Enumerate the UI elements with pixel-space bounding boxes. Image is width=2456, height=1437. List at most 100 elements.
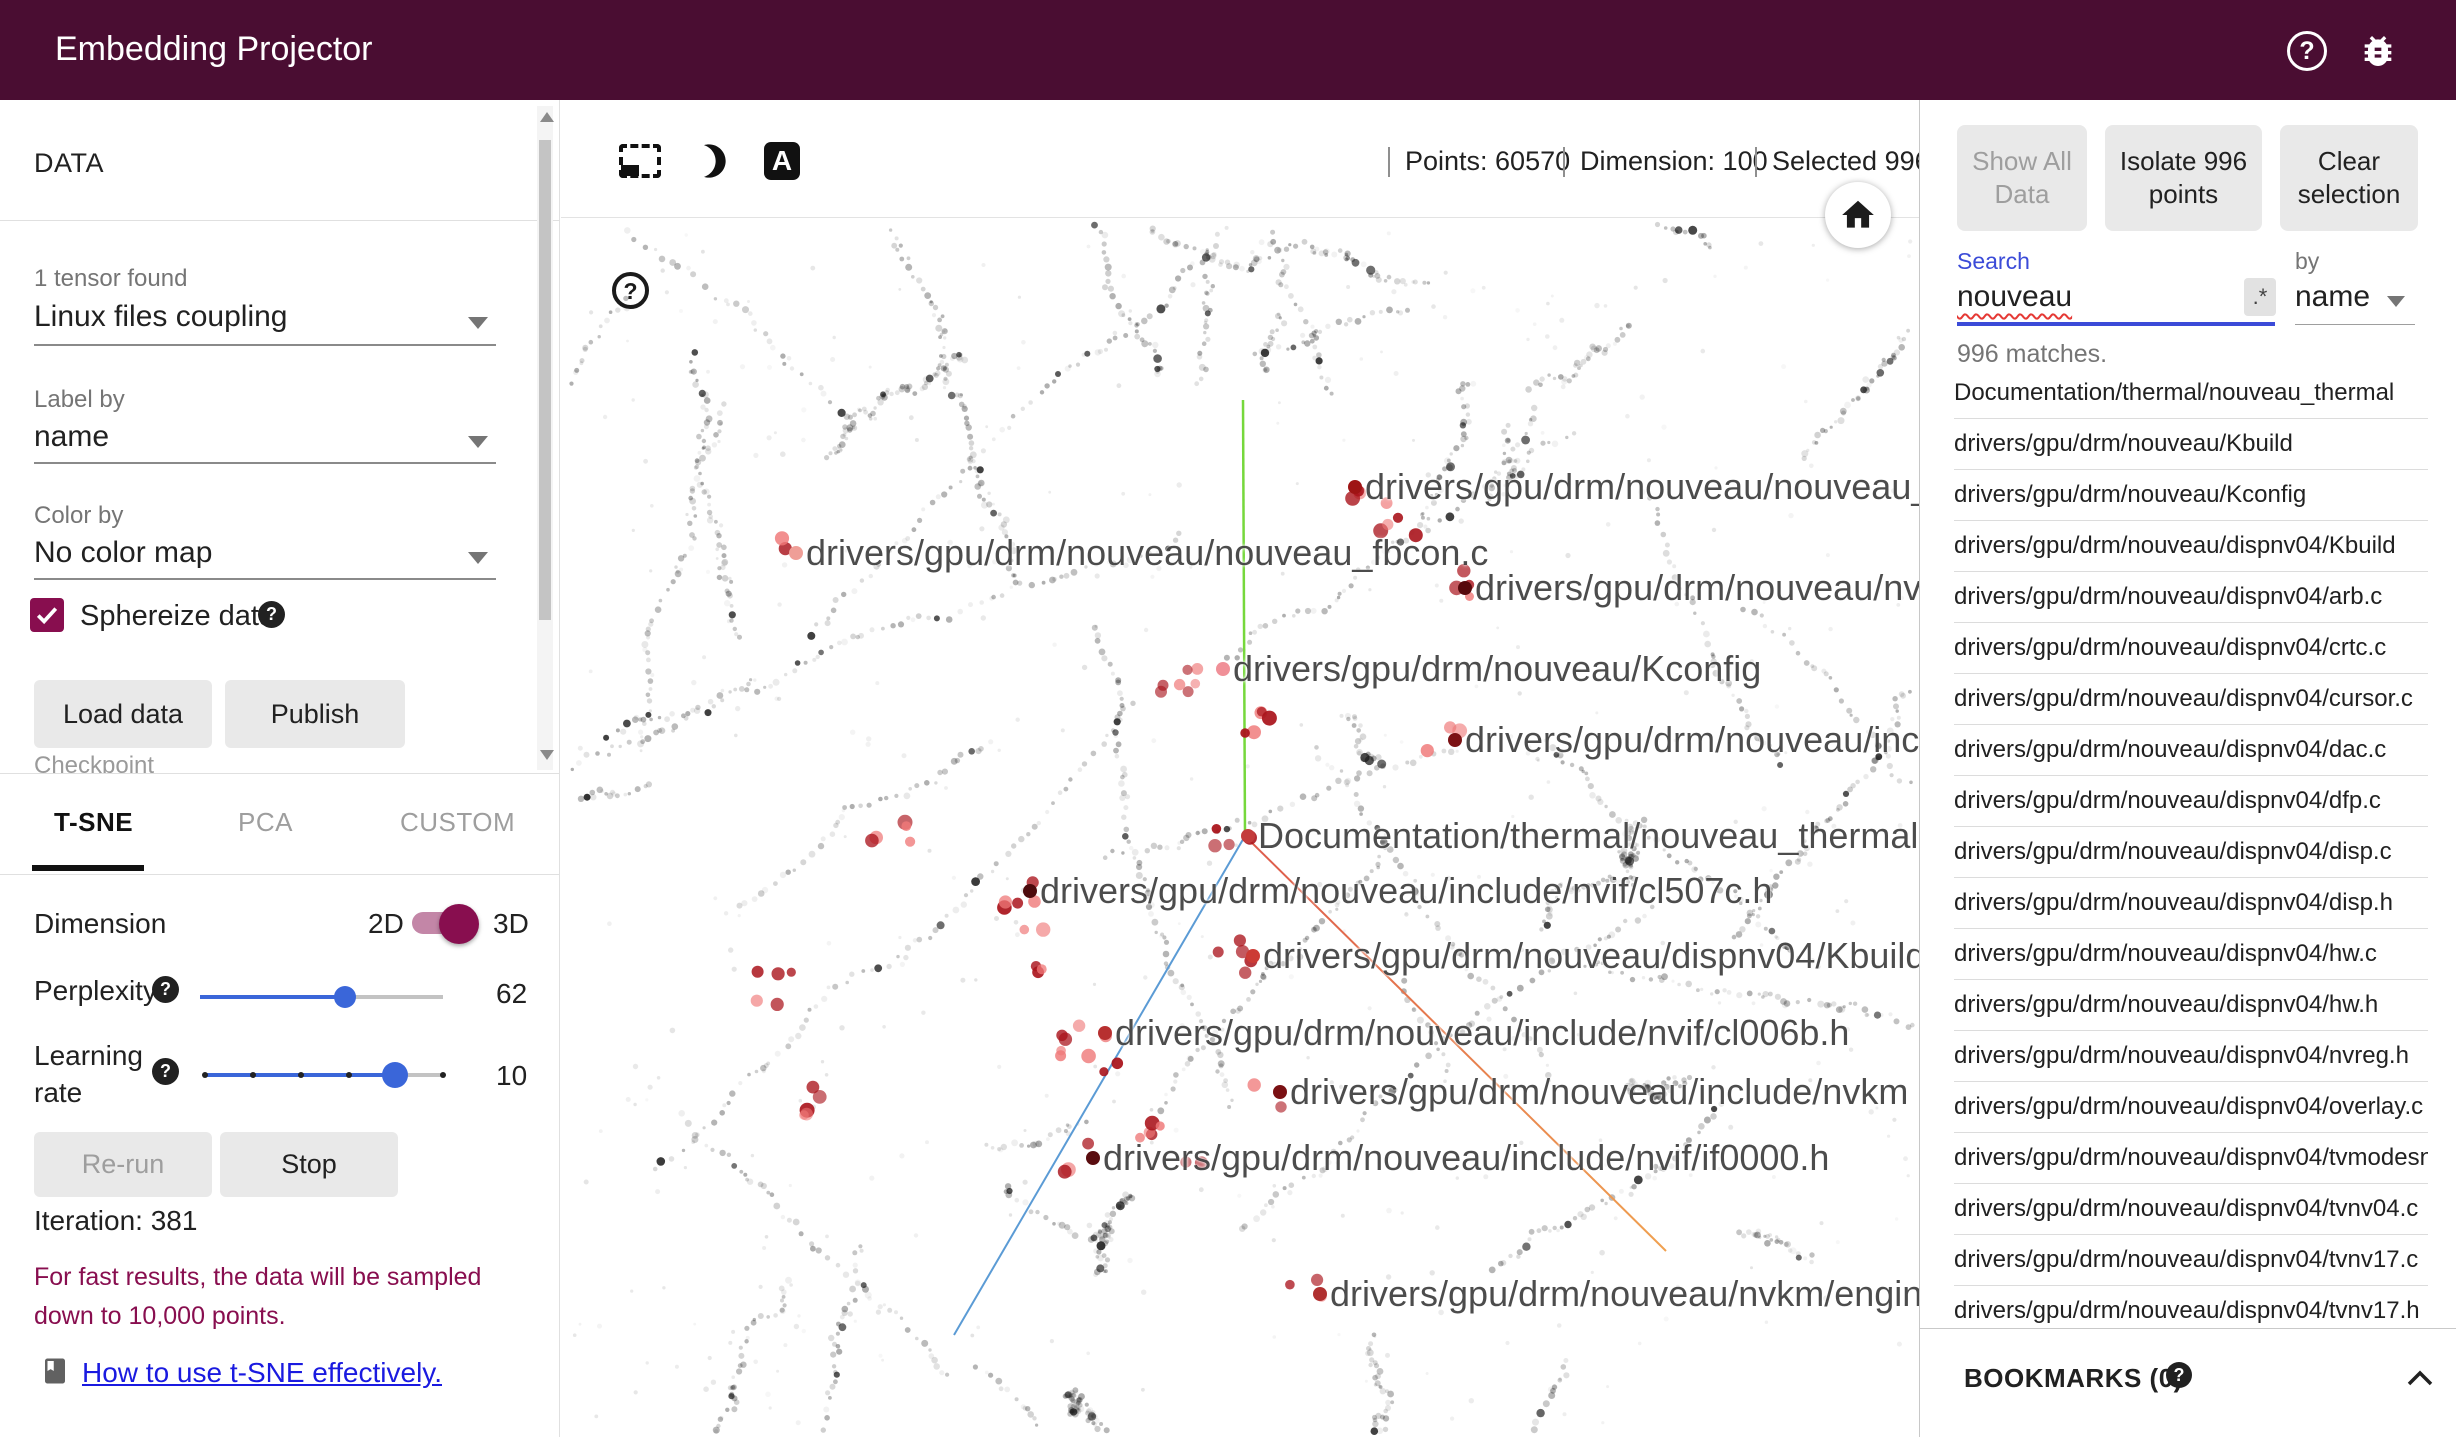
spherize-label: Sphereize data — [80, 600, 276, 632]
search-result-item[interactable]: drivers/gpu/drm/nouveau/dispnv04/arb.c — [1954, 572, 2428, 623]
bug-report-icon[interactable] — [2358, 31, 2398, 71]
point-label[interactable]: drivers/gpu/drm/nouveau/nv — [1458, 567, 1919, 609]
search-results-list: Documentation/thermal/nouveau_thermal dri… — [1954, 368, 2428, 1337]
spherize-checkbox[interactable] — [30, 598, 64, 632]
search-result-item[interactable]: drivers/gpu/drm/nouveau/dispnv04/crtc.c — [1954, 623, 2428, 674]
point-label[interactable]: drivers/gpu/drm/nouveau/include/nvif/cl5… — [1023, 870, 1772, 912]
point-label[interactable]: Documentation/thermal/nouveau_thermal — [1241, 815, 1918, 857]
search-result-item[interactable]: drivers/gpu/drm/nouveau/dispnv04/cursor.… — [1954, 674, 2428, 725]
point-dot — [1023, 884, 1037, 898]
night-mode-icon[interactable] — [694, 140, 734, 182]
load-data-button[interactable]: Load data — [34, 680, 212, 748]
search-result-item[interactable]: drivers/gpu/drm/nouveau/dispnv04/tvmodes… — [1954, 1133, 2428, 1184]
regex-toggle[interactable]: .* — [2244, 278, 2276, 316]
data-section-title: DATA — [34, 148, 105, 178]
label-by-select[interactable]: name — [34, 420, 110, 453]
scroll-up-icon[interactable] — [540, 112, 554, 122]
search-result-item[interactable]: drivers/gpu/drm/nouveau/dispnv04/tvnv04.… — [1954, 1184, 2428, 1235]
bookmarks-panel[interactable]: BOOKMARKS (0) ? — [1920, 1328, 2456, 1437]
search-result-item[interactable]: drivers/gpu/drm/nouveau/dispnv04/hw.c — [1954, 929, 2428, 980]
point-label[interactable]: drivers/gpu/drm/nouveau/dispnv04/Kbuild — [1246, 935, 1919, 977]
scrollbar-thumb[interactable] — [539, 140, 551, 620]
point-label-text: drivers/gpu/drm/nouveau/inc — [1465, 719, 1919, 760]
point-dot — [1348, 480, 1362, 494]
search-result-item[interactable]: drivers/gpu/drm/nouveau/dispnv04/overlay… — [1954, 1082, 2428, 1133]
point-label-text: drivers/gpu/drm/nouveau/include/nvif/cl5… — [1040, 870, 1773, 911]
chevron-down-icon — [468, 436, 488, 448]
color-by-select[interactable]: No color map — [34, 536, 213, 569]
search-result-item[interactable]: drivers/gpu/drm/nouveau/dispnv04/disp.c — [1954, 827, 2428, 878]
bookmarks-help-icon[interactable]: ? — [2166, 1362, 2192, 1388]
point-label[interactable]: drivers/gpu/drm/nouveau/include/nvif/if0… — [1086, 1137, 1829, 1179]
point-label-text: drivers/gpu/drm/nouveau/nouveau_fbcon.c — [806, 532, 1489, 573]
search-result-item[interactable]: drivers/gpu/drm/nouveau/dispnv04/Kbuild — [1954, 521, 2428, 572]
scatter-plot[interactable] — [561, 218, 1919, 1437]
point-dot — [1241, 829, 1255, 843]
point-label[interactable]: drivers/gpu/drm/nouveau/include/nvkm — [1273, 1071, 1908, 1113]
bookmarks-title: BOOKMARKS (0) — [1964, 1363, 2183, 1393]
search-result-item[interactable]: Documentation/thermal/nouveau_thermal — [1954, 368, 2428, 419]
point-label-text: drivers/gpu/drm/nouveau/include/nvkm — [1290, 1071, 1909, 1112]
search-result-item[interactable]: drivers/gpu/drm/nouveau/dispnv04/dfp.c — [1954, 776, 2428, 827]
point-dot — [1448, 733, 1462, 747]
perplexity-value: 62 — [496, 978, 528, 1009]
tab-custom[interactable]: CUSTOM — [400, 807, 516, 837]
tab-tsne[interactable]: T-SNE — [54, 807, 134, 837]
projection-canvas[interactable]: drivers/gpu/drm/nouveau/nouveau_ drivers/… — [561, 218, 1919, 1437]
point-dot — [1246, 949, 1260, 963]
point-label-text: drivers/gpu/drm/nouveau/nvkm/engin — [1330, 1273, 1919, 1314]
app-header: Embedding Projector ? — [0, 0, 2456, 100]
clear-selection-button[interactable]: Clear selection — [2280, 125, 2418, 231]
search-by-select[interactable]: name — [2295, 280, 2371, 313]
point-label-text: drivers/gpu/drm/nouveau/include/nvif/if0… — [1103, 1137, 1830, 1178]
search-result-item[interactable]: drivers/gpu/drm/nouveau/Kbuild — [1954, 419, 2428, 470]
learning-rate-slider-thumb[interactable] — [382, 1062, 408, 1088]
reset-view-button[interactable] — [1825, 182, 1891, 248]
point-label[interactable]: drivers/gpu/drm/nouveau/nouveau_ — [1348, 466, 1919, 508]
tsne-help-link[interactable]: How to use t-SNE effectively. — [82, 1357, 442, 1388]
chevron-up-icon[interactable] — [2406, 1369, 2434, 1387]
search-result-item[interactable]: drivers/gpu/drm/nouveau/dispnv04/hw.h — [1954, 980, 2428, 1031]
search-input[interactable]: nouveau — [1957, 280, 2073, 313]
search-result-item[interactable]: drivers/gpu/drm/nouveau/dispnv04/tvnv17.… — [1954, 1235, 2428, 1286]
tsne-controls: Dimension 2D 3D Perplexity ? 62 Learning… — [0, 875, 559, 1437]
check-icon — [36, 607, 58, 625]
chevron-down-icon — [468, 317, 488, 329]
point-label[interactable]: drivers/gpu/drm/nouveau/nouveau_fbcon.c — [789, 532, 1488, 574]
point-dot — [1458, 581, 1472, 595]
point-label[interactable]: drivers/gpu/drm/nouveau/Kconfig — [1216, 648, 1761, 690]
perplexity-help-icon[interactable]: ? — [152, 976, 179, 1003]
help-icon[interactable]: ? — [2287, 31, 2327, 71]
label-by-label: Label by — [34, 386, 125, 413]
point-label-text: drivers/gpu/drm/nouveau/nouveau_ — [1365, 466, 1919, 507]
perplexity-slider-thumb[interactable] — [334, 986, 356, 1008]
rerun-button[interactable]: Re-run — [34, 1132, 212, 1197]
tensor-select[interactable]: Linux files coupling — [34, 300, 288, 333]
search-result-item[interactable]: drivers/gpu/drm/nouveau/dispnv04/dac.c — [1954, 725, 2428, 776]
search-result-item[interactable]: drivers/gpu/drm/nouveau/dispnv04/nvreg.h — [1954, 1031, 2428, 1082]
book-icon — [45, 1358, 65, 1384]
search-result-item[interactable]: drivers/gpu/drm/nouveau/Kconfig — [1954, 470, 2428, 521]
dimension-3d-label: 3D — [493, 908, 529, 939]
labels-mode-icon[interactable]: A — [764, 142, 800, 180]
publish-button[interactable]: Publish — [225, 680, 405, 748]
point-label-text: Documentation/thermal/nouveau_thermal — [1258, 815, 1919, 856]
point-label[interactable]: drivers/gpu/drm/nouveau/nvkm/engin — [1313, 1273, 1919, 1315]
search-result-item[interactable]: drivers/gpu/drm/nouveau/dispnv04/tvnv17.… — [1954, 1286, 2428, 1337]
tab-pca[interactable]: PCA — [238, 807, 293, 837]
learning-rate-help-icon[interactable]: ? — [152, 1058, 179, 1085]
plot-help-icon[interactable]: ? — [612, 272, 649, 309]
point-label[interactable]: drivers/gpu/drm/nouveau/inc — [1448, 719, 1919, 761]
point-label[interactable]: drivers/gpu/drm/nouveau/include/nvif/cl0… — [1098, 1012, 1849, 1054]
plot-toolbar: A Points: 60570 Dimension: 100 Selected … — [561, 100, 2009, 218]
show-all-data-button[interactable]: Show All Data — [1957, 125, 2087, 231]
point-dot — [1273, 1085, 1287, 1099]
scroll-down-icon[interactable] — [540, 750, 554, 760]
stop-button[interactable]: Stop — [220, 1132, 398, 1197]
selection-mode-icon[interactable] — [619, 144, 661, 178]
search-result-item[interactable]: drivers/gpu/drm/nouveau/dispnv04/disp.h — [1954, 878, 2428, 929]
dimension-toggle-thumb[interactable] — [439, 904, 479, 944]
point-dot — [1313, 1287, 1327, 1301]
isolate-points-button[interactable]: Isolate 996 points — [2105, 125, 2262, 231]
spherize-help-icon[interactable]: ? — [258, 601, 285, 628]
